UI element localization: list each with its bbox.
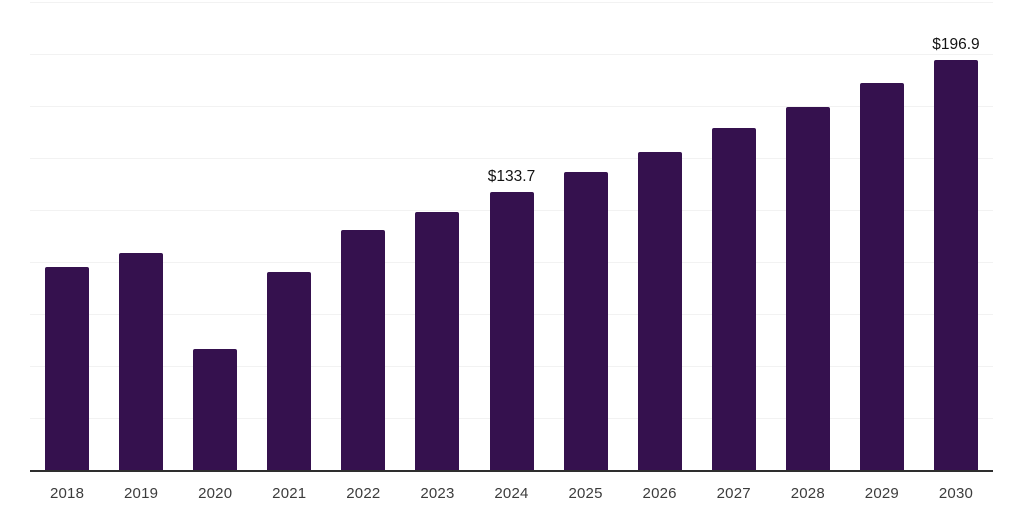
data-label-2030: $196.9 <box>932 36 980 54</box>
x-tick-label-2021: 2021 <box>272 485 307 502</box>
bar-2025[interactable] <box>563 171 608 470</box>
x-tick-label-2030: 2030 <box>938 485 974 502</box>
bar-2026[interactable] <box>637 151 682 470</box>
gridline-150 <box>30 158 993 159</box>
x-tick-label-2022: 2022 <box>346 485 381 502</box>
x-tick-label-2020: 2020 <box>198 485 233 502</box>
bar-2029[interactable] <box>859 83 904 470</box>
x-tick-label-2028: 2028 <box>790 485 825 502</box>
x-tick-label-2019: 2019 <box>124 485 159 502</box>
x-tick-label-2026: 2026 <box>642 485 677 502</box>
gridline-175 <box>30 106 993 107</box>
bar-2021[interactable] <box>267 272 312 470</box>
data-label-2024: $133.7 <box>487 167 536 185</box>
gridline-225 <box>30 2 993 3</box>
bar-2022[interactable] <box>341 229 386 470</box>
bar-2024[interactable] <box>489 191 534 470</box>
x-tick-label-2024: 2024 <box>494 485 529 502</box>
x-tick-label-2018: 2018 <box>49 485 85 502</box>
x-tick-label-2029: 2029 <box>864 485 899 502</box>
bar-2028[interactable] <box>785 106 830 470</box>
bar-2023[interactable] <box>415 212 460 470</box>
bar-2020[interactable] <box>193 349 238 470</box>
x-tick-label-2025: 2025 <box>568 485 603 502</box>
bar-2019[interactable] <box>119 252 164 470</box>
bar-2018[interactable] <box>45 266 90 470</box>
x-axis-line <box>30 470 993 472</box>
x-tick-label-2023: 2023 <box>420 485 455 502</box>
gridline-200 <box>30 54 993 55</box>
bar-2030[interactable] <box>933 60 978 470</box>
bar-2027[interactable] <box>711 127 756 470</box>
x-tick-label-2027: 2027 <box>716 485 751 502</box>
